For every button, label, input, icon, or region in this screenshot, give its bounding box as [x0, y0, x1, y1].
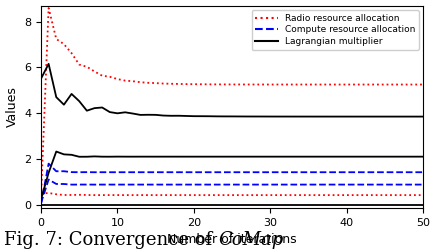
- Lagrangian multiplier: [413, 115, 419, 118]
- Radio resource allocation: [38, 198, 44, 201]
- Radio resource allocation: [46, 7, 51, 10]
- Compute resource allocation: [321, 171, 327, 174]
- Radio resource allocation: [421, 83, 426, 86]
- Lagrangian multiplier: [38, 77, 44, 80]
- Compute resource allocation: [168, 171, 174, 174]
- Radio resource allocation: [130, 80, 135, 83]
- Lagrangian multiplier: [421, 115, 426, 118]
- Compute resource allocation: [161, 171, 166, 174]
- Line: Radio resource allocation: Radio resource allocation: [41, 8, 423, 200]
- Lagrangian multiplier: [298, 115, 303, 118]
- Legend: Radio resource allocation, Compute resource allocation, Lagrangian multiplier: Radio resource allocation, Compute resou…: [252, 10, 419, 50]
- Compute resource allocation: [46, 162, 51, 165]
- Compute resource allocation: [413, 171, 419, 174]
- Compute resource allocation: [130, 171, 135, 174]
- Line: Lagrangian multiplier: Lagrangian multiplier: [41, 64, 423, 117]
- Lagrangian multiplier: [46, 62, 51, 65]
- Lagrangian multiplier: [161, 114, 166, 117]
- Compute resource allocation: [298, 171, 303, 174]
- Lagrangian multiplier: [321, 115, 327, 118]
- Radio resource allocation: [321, 83, 327, 86]
- Y-axis label: Values: Values: [6, 86, 19, 127]
- Text: Fig. 7: Convergence of: Fig. 7: Convergence of: [4, 232, 218, 249]
- Compute resource allocation: [421, 171, 426, 174]
- Lagrangian multiplier: [168, 114, 174, 117]
- Lagrangian multiplier: [130, 112, 135, 115]
- Compute resource allocation: [38, 203, 44, 206]
- X-axis label: Number of iterations: Number of iterations: [167, 233, 297, 246]
- Radio resource allocation: [161, 82, 166, 85]
- Radio resource allocation: [298, 83, 303, 86]
- Text: CoMap: CoMap: [218, 232, 283, 249]
- Radio resource allocation: [413, 83, 419, 86]
- Line: Compute resource allocation: Compute resource allocation: [41, 164, 423, 204]
- Radio resource allocation: [168, 82, 174, 85]
